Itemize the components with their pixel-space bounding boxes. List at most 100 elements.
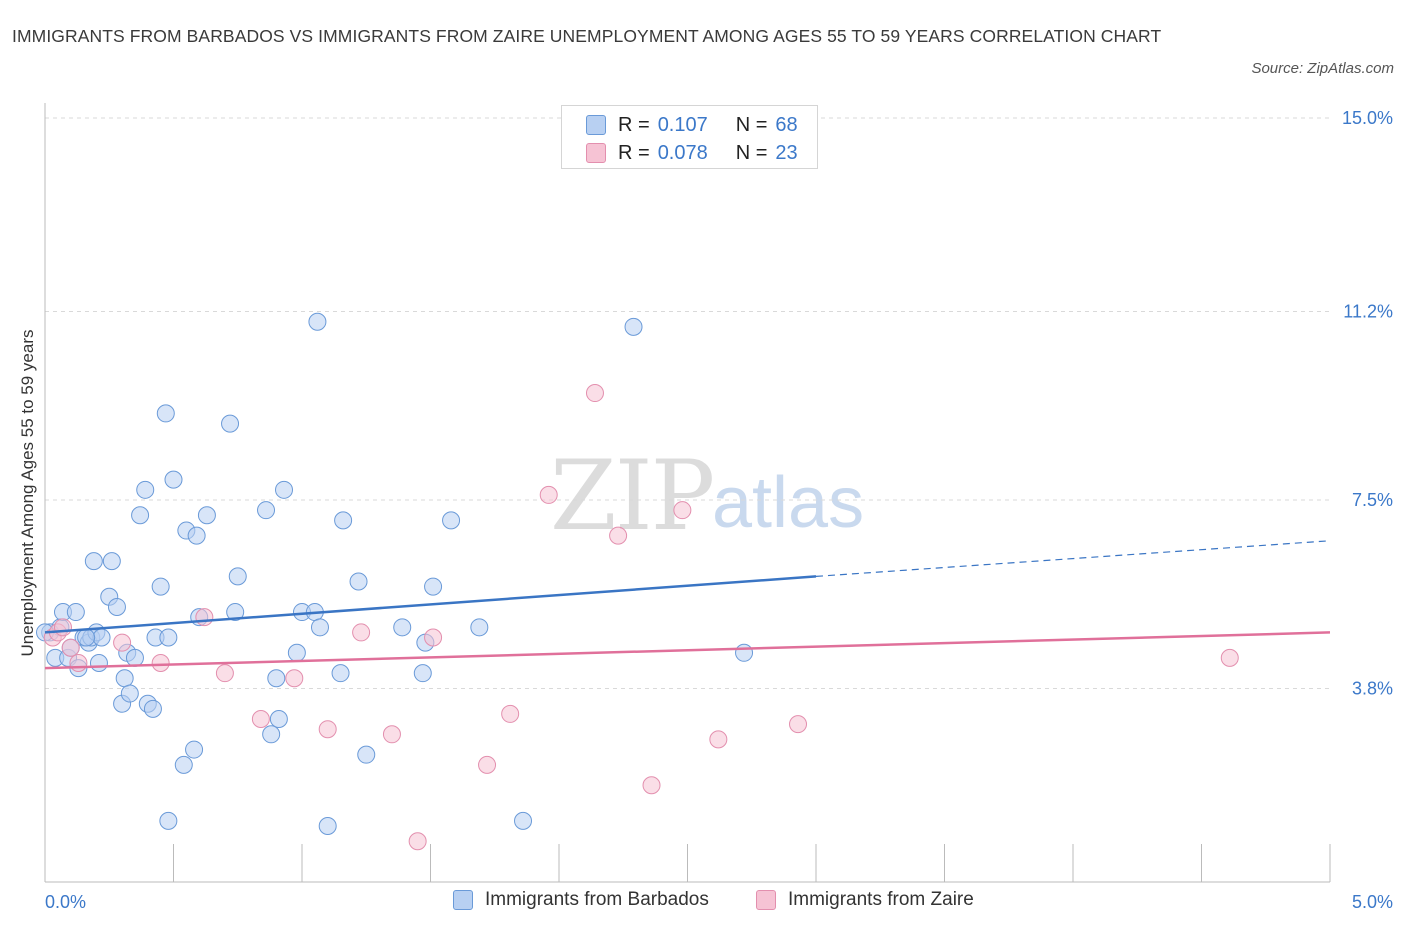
point-barbados (89, 653, 108, 672)
legend-swatch-barbados (586, 115, 606, 135)
point-barbados (125, 648, 144, 667)
point-barbados (187, 526, 206, 545)
legend-row-zaire: R = 0.078 N = 23 (586, 141, 798, 165)
legend-label-zaire: Immigrants from Zaire (788, 889, 974, 910)
point-barbados (221, 414, 240, 433)
point-barbados (92, 628, 111, 647)
point-zaire (424, 628, 443, 647)
watermark-atlas: atlas (712, 463, 865, 543)
point-zaire (151, 653, 170, 672)
legend-n-label: N = (735, 141, 768, 164)
y-tick-label: 11.2% (1343, 302, 1393, 322)
point-barbados (115, 669, 134, 688)
point-barbados (287, 643, 306, 662)
point-barbados (624, 317, 643, 336)
legend-r-label: R = (618, 141, 650, 164)
legend-item-zaire: Immigrants from Zaire (756, 889, 974, 911)
series-legend: Immigrants from Barbados Immigrants from… (0, 889, 1406, 915)
point-zaire (61, 638, 80, 657)
point-barbados (197, 506, 216, 525)
point-zaire (318, 720, 337, 739)
point-barbados (470, 618, 489, 637)
point-zaire (501, 704, 520, 723)
x-tick-label: 0.0% (45, 892, 86, 912)
point-zaire (478, 755, 497, 774)
point-barbados (174, 755, 193, 774)
correlation-legend: R = 0.107 N = 68 R = 0.078 N = 23 (561, 105, 818, 169)
point-barbados (159, 628, 178, 647)
legend-n-value-barbados: 68 (775, 113, 798, 136)
point-barbados (156, 404, 175, 423)
point-barbados (185, 740, 204, 759)
point-barbados (735, 643, 754, 662)
point-barbados (257, 501, 276, 520)
point-barbados (514, 811, 533, 830)
point-barbados (77, 628, 96, 647)
legend-swatch-zaire (756, 890, 776, 910)
point-zaire (1220, 648, 1239, 667)
point-zaire (285, 669, 304, 688)
source-label: Source: ZipAtlas.com (1251, 60, 1394, 77)
point-barbados (228, 567, 247, 586)
point-zaire (251, 710, 270, 729)
point-barbados (269, 710, 288, 729)
legend-n-label: N = (735, 113, 768, 136)
legend-label-barbados: Immigrants from Barbados (485, 889, 709, 910)
point-barbados (318, 816, 337, 835)
legend-swatch-zaire (586, 143, 606, 163)
legend-r-value-barbados: 0.107 (657, 113, 708, 136)
point-barbados (107, 597, 126, 616)
point-barbados (331, 664, 350, 683)
trendline-barbados-extension (815, 540, 1331, 577)
legend-r-value-zaire: 0.078 (657, 141, 708, 164)
point-barbados (120, 684, 139, 703)
point-barbados (310, 618, 329, 637)
legend-item-barbados: Immigrants from Barbados (453, 889, 709, 911)
point-barbados (151, 577, 170, 596)
point-barbados (164, 470, 183, 489)
point-barbados (442, 511, 461, 530)
trendline-barbados (44, 575, 817, 634)
point-barbados (262, 725, 281, 744)
watermark-zip: ZIP (550, 440, 715, 552)
point-barbados (349, 572, 368, 591)
point-zaire (352, 623, 371, 642)
point-barbados (308, 312, 327, 331)
point-barbados (143, 699, 162, 718)
point-barbados (275, 480, 294, 499)
point-barbados (66, 603, 85, 622)
point-barbados (136, 480, 155, 499)
point-barbados (357, 745, 376, 764)
point-barbados (84, 552, 103, 571)
trendline-zaire (44, 631, 1331, 670)
legend-n-value-zaire: 23 (775, 141, 798, 164)
point-barbados (424, 577, 443, 596)
point-zaire (113, 633, 132, 652)
point-zaire (789, 715, 808, 734)
point-barbados (102, 552, 121, 571)
x-tick-label: 5.0% (1352, 892, 1393, 912)
point-zaire (215, 664, 234, 683)
point-zaire (673, 501, 692, 520)
point-barbados (334, 511, 353, 530)
legend-r-label: R = (618, 113, 650, 136)
point-barbados (226, 603, 245, 622)
point-zaire (408, 832, 427, 851)
legend-swatch-barbados (453, 890, 473, 910)
point-zaire (539, 485, 558, 504)
point-zaire (69, 653, 88, 672)
point-barbados (159, 811, 178, 830)
y-tick-label: 3.8% (1352, 678, 1393, 698)
point-zaire (585, 384, 604, 403)
point-zaire (709, 730, 728, 749)
point-barbados (267, 669, 286, 688)
y-tick-label: 15.0% (1342, 108, 1393, 128)
point-barbados (131, 506, 150, 525)
legend-row-barbados: R = 0.107 N = 68 (586, 113, 798, 137)
point-zaire (382, 725, 401, 744)
point-barbados (393, 618, 412, 637)
point-zaire (53, 618, 72, 637)
chart-title: IMMIGRANTS FROM BARBADOS VS IMMIGRANTS F… (12, 26, 1162, 46)
y-tick-label: 7.5% (1352, 490, 1393, 510)
